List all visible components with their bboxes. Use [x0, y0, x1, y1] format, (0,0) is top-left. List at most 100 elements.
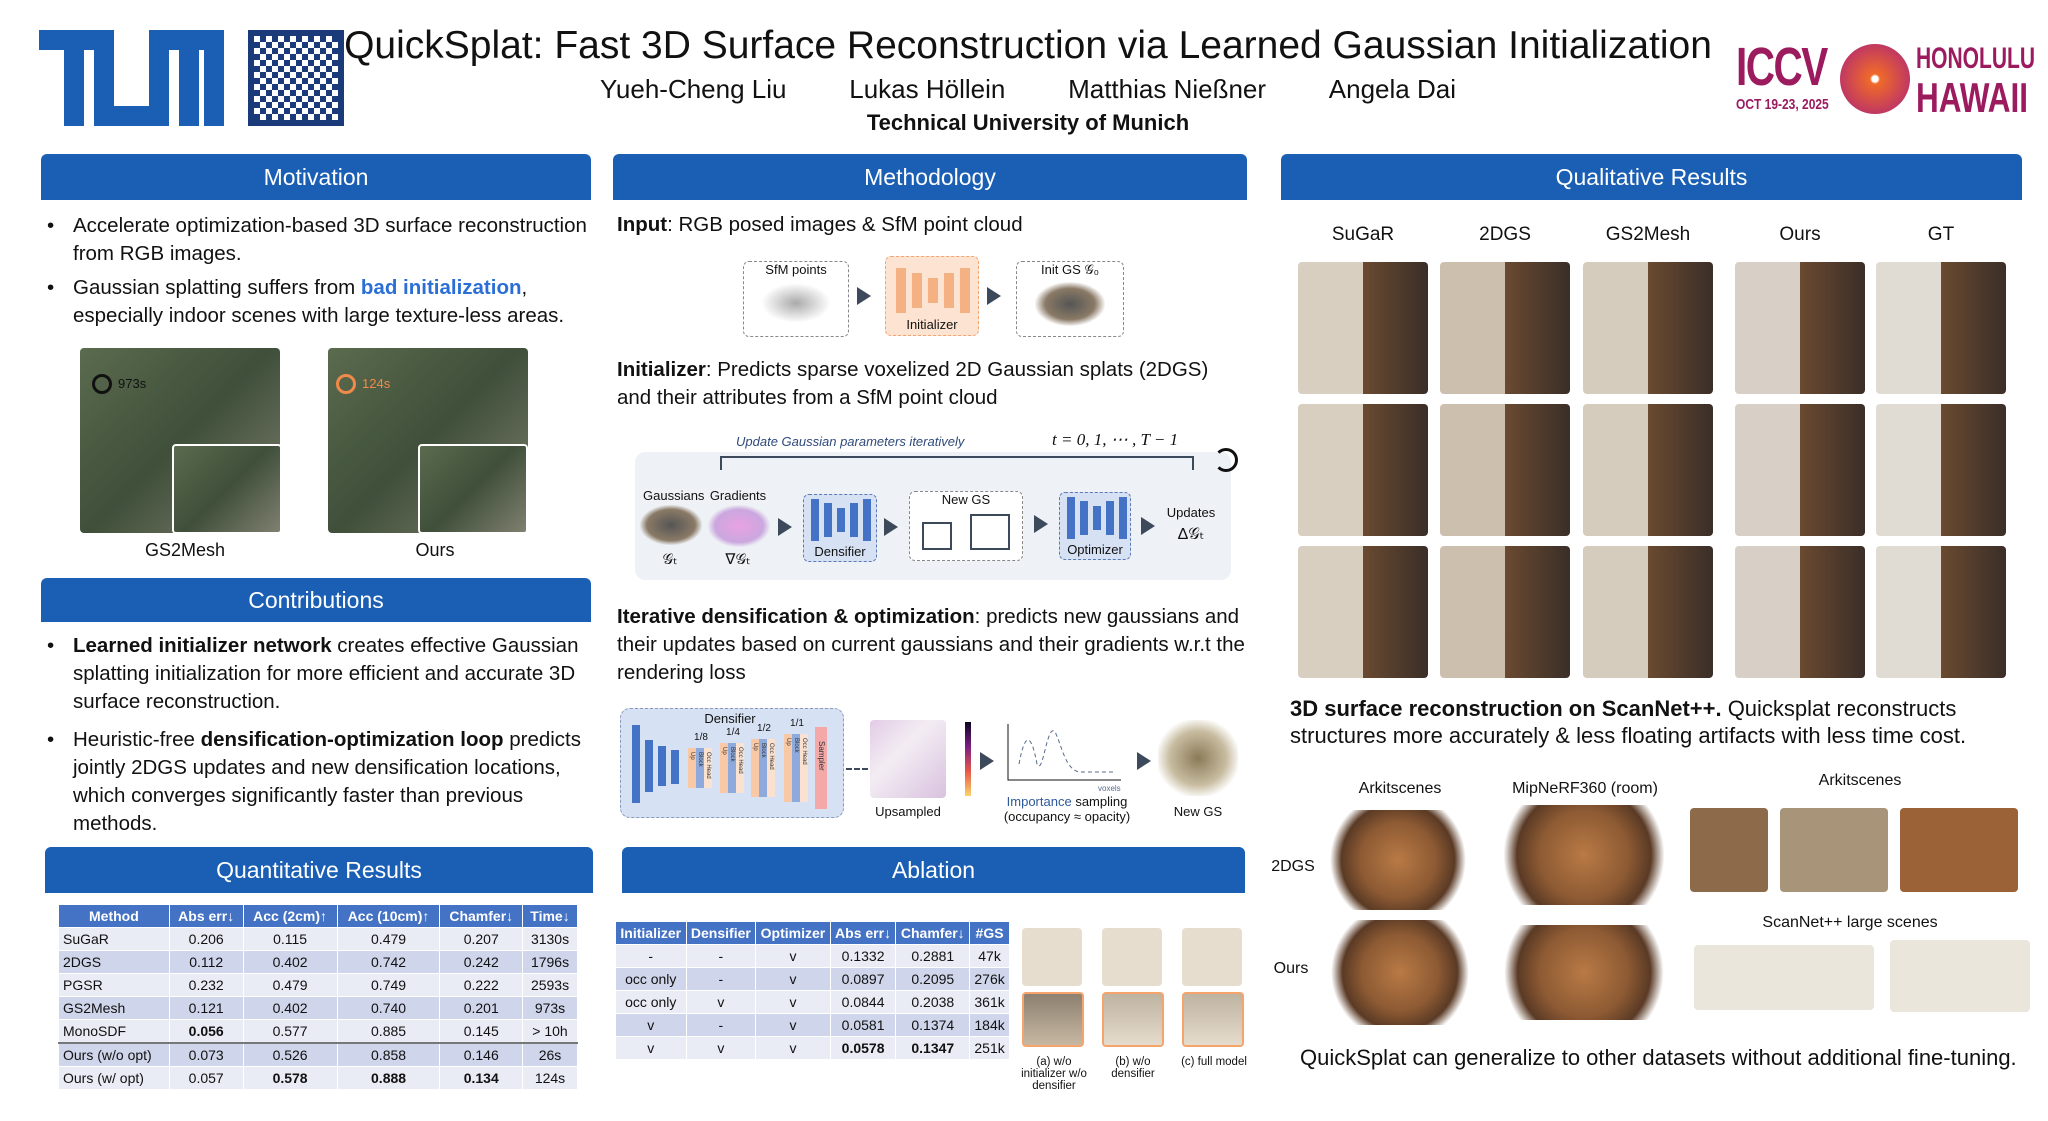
updates-label: Updates [1166, 505, 1216, 520]
column-header: Chamfer↓ [439, 904, 524, 928]
block-label: Occ Head [737, 747, 743, 774]
text: 3D surface reconstruction on ScanNet++. [1290, 696, 1722, 721]
table-cell: 0.1347 [895, 1036, 971, 1060]
contribution-bullet: Learned initializer network creates effe… [41, 632, 601, 716]
table-row: Ours (w/ opt) 0.057 0.578 0.888 0.134 124s [58, 1066, 578, 1090]
ours-closeup-image [418, 444, 528, 534]
scale-label: 1/1 [790, 718, 804, 729]
iccv-state: HAWAII [1916, 74, 2029, 121]
gs2mesh-closeup-image [172, 444, 282, 534]
qualitative-image [1440, 262, 1570, 394]
table-cell: 124s [522, 1066, 578, 1090]
text: : Predicts sparse voxelized 2D Gaussian … [617, 358, 1209, 409]
densifier-title: Densifier [704, 711, 756, 726]
table-cell: v [615, 1036, 687, 1060]
gaussians-image [640, 505, 702, 545]
gradients-image [708, 505, 770, 547]
table-cell: Ours (w/ opt) [58, 1066, 170, 1090]
table-cell: 47k [969, 944, 1010, 968]
text: Importance [1006, 794, 1072, 809]
table-cell: 0.888 [336, 1066, 441, 1090]
updates-symbol: Δ𝒢ₜ [1177, 526, 1205, 543]
table-cell: 0.073 [168, 1042, 244, 1067]
gen-2dgs-arkit-b [1690, 808, 1768, 892]
table-cell: 0.0844 [829, 990, 897, 1014]
authors: Yueh-Cheng Liu Lukas Höllein Matthias Ni… [600, 74, 1456, 105]
quantitative-header: Quantitative Results [45, 847, 593, 893]
method-label: SuGaR [1331, 224, 1395, 245]
encoder-bar [632, 725, 640, 803]
table-cell: 0.145 [439, 1019, 524, 1044]
table-cell: 26s [522, 1042, 578, 1067]
table-cell: 276k [969, 967, 1010, 991]
table-row: GS2Mesh 0.121 0.402 0.740 0.201 973s [58, 996, 578, 1020]
text: Learned initializer network [73, 634, 332, 657]
block-label: Occ Head [768, 743, 774, 770]
qualitative-image [1298, 404, 1428, 536]
column-header: Time↓ [522, 904, 578, 928]
method-label: GT [1927, 224, 1955, 245]
qualitative-image [1298, 262, 1428, 394]
ablation-closeup-b [1102, 992, 1164, 1047]
decoder-block: Block [759, 739, 767, 797]
table-cell: 0.577 [242, 1019, 338, 1044]
table-cell: occ only [615, 967, 687, 991]
table-cell: 0.0578 [829, 1036, 897, 1060]
upsampled-image [870, 720, 946, 798]
table-cell: 0.056 [168, 1019, 244, 1044]
ablation-closeup-a [1022, 992, 1084, 1047]
ablation-header: Ablation [622, 847, 1245, 893]
table-cell: Ours (w/o opt) [58, 1042, 170, 1067]
table-cell: > 10h [522, 1019, 578, 1044]
decoder-block: Occ Head [767, 739, 775, 797]
gradients-label: Gradients [709, 488, 767, 503]
qualitative-image [1583, 404, 1713, 536]
qualitative-caption: 3D surface reconstruction on ScanNet++. … [1290, 695, 2030, 749]
init-gs-box: Init GS 𝒢₀ [1016, 261, 1124, 337]
table-cell: 0.1332 [829, 944, 897, 968]
densifier-box: Densifier [803, 494, 877, 562]
table-cell: 0.201 [439, 996, 524, 1020]
arrow-icon [1137, 752, 1151, 770]
text: , especially indoor scenes with large te… [73, 276, 565, 327]
label: SfM points [765, 262, 827, 277]
iccv-date: OCT 19-23, 2025 [1736, 96, 1829, 113]
gen-2dgs-arkit [1318, 810, 1478, 910]
table-cell: - [615, 944, 687, 968]
table-row: occ only - v 0.0897 0.2095 276k [615, 967, 1010, 991]
contribution-bullet: Heuristic-free densification-optimizatio… [41, 726, 601, 838]
text: Iterative densification & optimization [617, 605, 975, 628]
text: Quicksplat reconstructs structures more … [1290, 696, 1967, 748]
iterative-text: Iterative densification & optimization: … [617, 603, 1247, 687]
table-cell: 0.146 [439, 1042, 524, 1067]
ours-time: 124s [362, 376, 391, 391]
dataset-label: ScanNet++ large scenes [1762, 914, 1938, 931]
gen-2dgs-mip [1484, 805, 1684, 905]
gen-ours-scannet-b [1890, 940, 2030, 1012]
quantitative-table: Method Abs err↓ Acc (2cm)↑ Acc (10cm)↑ Chamf… [58, 904, 578, 1090]
qualitative-image [1440, 404, 1570, 536]
table-cell: 0.2095 [895, 967, 971, 991]
gs2mesh-label: GS2Mesh [144, 540, 226, 560]
new-gs-image [1158, 720, 1238, 796]
column-header: Abs err↓ [829, 921, 897, 945]
qr-code[interactable] [248, 30, 344, 126]
importance-plot [1007, 724, 1121, 781]
voxels-label: voxels [1098, 784, 1121, 793]
author: Angela Dai [1328, 74, 1456, 104]
motivation-header: Motivation [41, 154, 591, 200]
table-row: SuGaR 0.206 0.115 0.479 0.207 3130s [58, 927, 578, 951]
block-label: Occ Head [801, 738, 807, 765]
qualitative-image [1876, 404, 2006, 536]
column-header: Optimizer [755, 921, 831, 945]
qualitative-header: Qualitative Results [1281, 154, 2022, 200]
refresh-icon[interactable] [1214, 448, 1238, 472]
table-cell: 0.057 [168, 1066, 244, 1090]
decoder-block: Block [792, 734, 800, 802]
contributions-header: Contributions [41, 578, 591, 622]
tum-logo [39, 30, 224, 126]
poster-title: QuickSplat: Fast 3D Surface Reconstructi… [344, 24, 1712, 67]
column-header: Initializer [615, 921, 687, 945]
arrow-icon [778, 518, 792, 536]
column-header: Densifier [685, 921, 757, 945]
